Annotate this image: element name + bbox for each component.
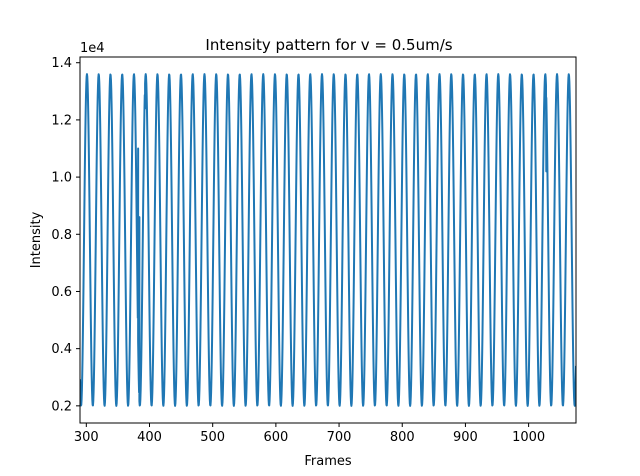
x-tick-label: 300 xyxy=(74,430,99,445)
intensity-series-line xyxy=(80,73,576,407)
x-tick-label: 1000 xyxy=(512,430,545,445)
y-axis: 0.2 0.4 0.6 0.8 1.0 1.2 1.4 xyxy=(51,56,80,414)
y-tick-label: 0.2 xyxy=(51,399,72,414)
x-tick-label: 500 xyxy=(200,430,225,445)
x-tick-label: 700 xyxy=(327,430,352,445)
x-tick-label: 400 xyxy=(137,430,162,445)
plot-area xyxy=(79,56,577,424)
y-tick-label: 1.4 xyxy=(51,56,72,71)
x-tick-label: 600 xyxy=(263,430,288,445)
y-tick-label: 0.6 xyxy=(51,285,72,300)
y-tick-label: 1.2 xyxy=(51,113,72,128)
x-tick-label: 900 xyxy=(453,430,478,445)
x-axis: 300 400 500 600 700 800 900 1000 xyxy=(74,423,545,445)
plot-frame xyxy=(79,56,577,424)
x-axis-label: Frames xyxy=(304,454,352,469)
y-tick-label: 0.4 xyxy=(51,342,72,357)
y-axis-label: Intensity xyxy=(29,211,44,268)
y-tick-label: 1.0 xyxy=(51,171,72,186)
y-tick-label: 0.8 xyxy=(51,228,72,243)
chart-title: Intensity pattern for v = 0.5um/s xyxy=(205,36,452,54)
x-tick-label: 800 xyxy=(390,430,415,445)
y-offset-label: 1e4 xyxy=(80,41,105,56)
